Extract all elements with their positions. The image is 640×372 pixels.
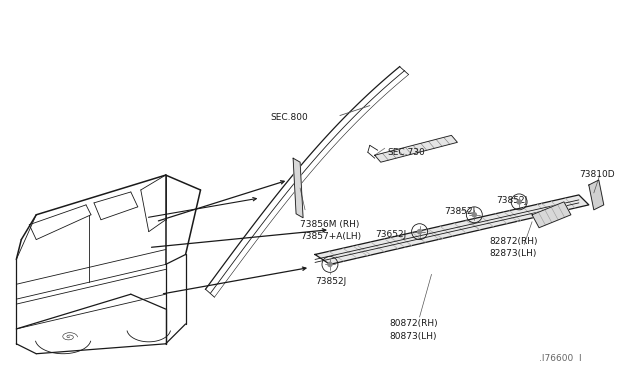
Text: 80873(LH): 80873(LH): [390, 332, 437, 341]
Circle shape: [516, 199, 522, 205]
Text: 73852J: 73852J: [496, 196, 527, 205]
Text: SEC.800: SEC.800: [270, 113, 308, 122]
Text: 73852J: 73852J: [444, 207, 476, 216]
Polygon shape: [315, 195, 589, 264]
Circle shape: [472, 212, 477, 218]
Text: 80872(RH): 80872(RH): [390, 319, 438, 328]
Polygon shape: [589, 180, 604, 210]
Text: 82872(RH): 82872(RH): [489, 237, 538, 246]
Text: 73857+A(LH): 73857+A(LH): [300, 232, 361, 241]
Text: 73852J: 73852J: [315, 277, 346, 286]
Polygon shape: [293, 158, 303, 218]
Circle shape: [327, 262, 333, 267]
Polygon shape: [375, 135, 458, 162]
Text: 73810D: 73810D: [579, 170, 614, 179]
Text: SEC.730: SEC.730: [388, 148, 426, 157]
Circle shape: [417, 229, 422, 234]
Text: 73856M (RH): 73856M (RH): [300, 220, 360, 229]
Polygon shape: [532, 202, 571, 228]
Text: 73652J: 73652J: [375, 230, 406, 239]
Text: .I76600  I: .I76600 I: [539, 354, 582, 363]
Text: 82873(LH): 82873(LH): [489, 248, 536, 257]
